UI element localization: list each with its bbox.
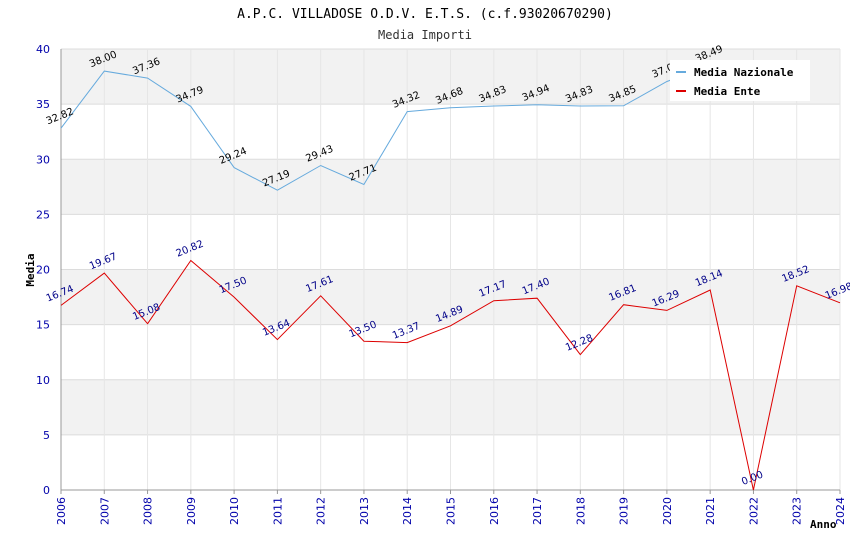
x-tick-label: 2012: [315, 497, 328, 525]
x-tick-label: 2017: [531, 497, 544, 525]
chart-subtitle: Media Importi: [378, 28, 472, 42]
x-tick-label: 2015: [445, 497, 458, 525]
legend-box: [670, 60, 810, 101]
x-tick-label: 2007: [98, 497, 111, 525]
x-tick-label: 2020: [661, 497, 674, 525]
x-tick-label: 2019: [618, 497, 631, 525]
legend-entry: Media Ente: [694, 85, 761, 98]
y-tick-label: 0: [43, 484, 50, 497]
axes: [60, 49, 841, 494]
y-tick-label: 5: [43, 429, 50, 442]
x-tick-label: 2023: [791, 497, 804, 525]
series-lines: [60, 65, 841, 491]
y-tick-label: 15: [36, 319, 50, 332]
x-tick-label: 2022: [747, 497, 760, 525]
series-line-0: [60, 65, 711, 191]
x-tick-label: 2014: [401, 497, 414, 525]
x-tick-label: 2009: [185, 497, 198, 525]
data-label: 20.82: [175, 239, 206, 260]
x-tick-label: 2024: [834, 497, 847, 525]
x-axis-title: Anno: [810, 518, 837, 531]
x-tick-label: 2006: [55, 497, 68, 525]
y-tick-label: 30: [36, 153, 50, 166]
y-axis-title: Media: [24, 253, 37, 286]
series-line-1: [60, 259, 841, 491]
y-tick-label: 25: [36, 208, 50, 221]
legend: Media Nazionale Media Ente: [670, 60, 810, 101]
x-tick-label: 2018: [574, 497, 587, 525]
x-tick-label: 2013: [358, 497, 371, 525]
legend-entry: Media Nazionale: [694, 66, 794, 79]
y-tick-label: 35: [36, 98, 50, 111]
chart-title: A.P.C. VILLADOSE O.D.V. E.T.S. (c.f.9302…: [237, 7, 613, 22]
y-tick-labels: 0 5 10 15 20 25 30 35 40: [36, 43, 50, 497]
x-tick-label: 2016: [488, 497, 501, 525]
x-tick-label: 2021: [704, 497, 717, 525]
y-tick-label: 10: [36, 374, 50, 387]
y-tick-label: 40: [36, 43, 50, 56]
x-tick-label: 2008: [142, 497, 155, 525]
x-tick-labels: 2006 2007 2008 2009 2010 2011 2012 2013 2014 2015…: [55, 497, 847, 525]
y-tick-label: 20: [36, 264, 50, 277]
data-label: 12.28: [564, 333, 595, 354]
x-tick-label: 2011: [271, 497, 284, 525]
x-tick-label: 2010: [228, 497, 241, 525]
